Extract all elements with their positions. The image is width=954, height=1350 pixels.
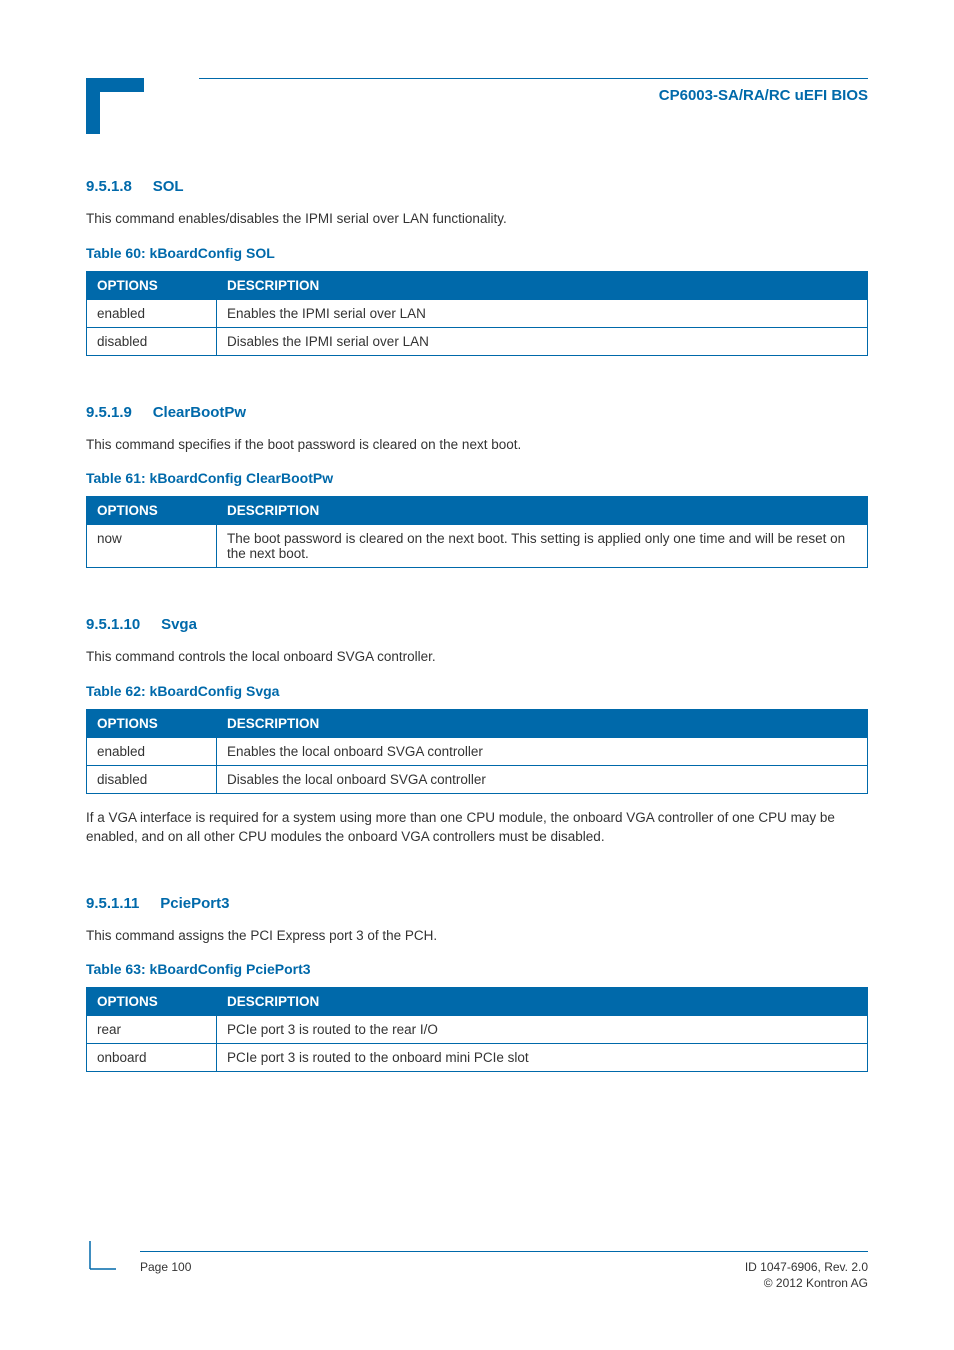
page-footer: Page 100 ID 1047-6906, Rev. 2.0 © 2012 K… — [88, 1241, 868, 1290]
section-sol: 9.5.1.8 SOL This command enables/disable… — [86, 178, 868, 356]
cell-description: Disables the local onboard SVGA controll… — [217, 765, 868, 793]
footer-copyright: © 2012 Kontron AG — [764, 1276, 868, 1290]
options-table: OPTIONS DESCRIPTION now The boot passwor… — [86, 496, 868, 568]
cell-option: now — [87, 525, 217, 568]
section-heading: 9.5.1.9 ClearBootPw — [86, 404, 868, 421]
col-description: DESCRIPTION — [217, 271, 868, 299]
table-header-row: OPTIONS DESCRIPTION — [87, 709, 868, 737]
col-options: OPTIONS — [87, 988, 217, 1016]
table-header-row: OPTIONS DESCRIPTION — [87, 271, 868, 299]
section-body: This command enables/disables the IPMI s… — [86, 209, 868, 229]
section-body: This command specifies if the boot passw… — [86, 435, 868, 455]
table-title: Table 60: kBoardConfig SOL — [86, 245, 868, 261]
section-number: 9.5.1.11 — [86, 895, 139, 912]
cell-option: disabled — [87, 765, 217, 793]
cell-option: onboard — [87, 1044, 217, 1072]
section-subnote: If a VGA interface is required for a sys… — [86, 808, 868, 847]
table-header-row: OPTIONS DESCRIPTION — [87, 497, 868, 525]
table-row: rear PCIe port 3 is routed to the rear I… — [87, 1016, 868, 1044]
footer-rule — [140, 1251, 868, 1252]
table-title: Table 63: kBoardConfig PciePort3 — [86, 961, 868, 977]
col-options: OPTIONS — [87, 497, 217, 525]
cell-option: disabled — [87, 327, 217, 355]
footer-docid: ID 1047-6906, Rev. 2.0 — [745, 1260, 868, 1274]
table-row: disabled Disables the IPMI serial over L… — [87, 327, 868, 355]
col-description: DESCRIPTION — [217, 988, 868, 1016]
section-body: This command assigns the PCI Express por… — [86, 926, 868, 946]
col-options: OPTIONS — [87, 271, 217, 299]
cell-option: enabled — [87, 299, 217, 327]
options-table: OPTIONS DESCRIPTION enabled Enables the … — [86, 271, 868, 356]
col-description: DESCRIPTION — [217, 497, 868, 525]
col-description: DESCRIPTION — [217, 709, 868, 737]
cell-option: enabled — [87, 737, 217, 765]
cell-description: PCIe port 3 is routed to the rear I/O — [217, 1016, 868, 1044]
footer-corner-mark — [88, 1241, 116, 1271]
section-svga: 9.5.1.10 Svga This command controls the … — [86, 616, 868, 847]
section-name: ClearBootPw — [153, 404, 246, 421]
chapter-title: CP6003-SA/RA/RC uEFI BIOS — [199, 87, 868, 104]
table-title: Table 62: kBoardConfig Svga — [86, 683, 868, 699]
options-table: OPTIONS DESCRIPTION enabled Enables the … — [86, 709, 868, 794]
section-clearbootpw: 9.5.1.9 ClearBootPw This command specifi… — [86, 404, 868, 569]
footer-page: Page 100 — [140, 1260, 191, 1274]
brand-logo — [86, 78, 144, 134]
section-number: 9.5.1.10 — [86, 616, 140, 633]
table-row: onboard PCIe port 3 is routed to the onb… — [87, 1044, 868, 1072]
table-row: disabled Disables the local onboard SVGA… — [87, 765, 868, 793]
header-rule — [199, 78, 868, 79]
section-body: This command controls the local onboard … — [86, 647, 868, 667]
section-name: Svga — [161, 616, 197, 633]
table-title: Table 61: kBoardConfig ClearBootPw — [86, 470, 868, 486]
section-number: 9.5.1.9 — [86, 404, 132, 421]
table-row: enabled Enables the IPMI serial over LAN — [87, 299, 868, 327]
options-table: OPTIONS DESCRIPTION rear PCIe port 3 is … — [86, 987, 868, 1072]
section-heading: 9.5.1.11 PciePort3 — [86, 895, 868, 912]
cell-description: PCIe port 3 is routed to the onboard min… — [217, 1044, 868, 1072]
page-header: CP6003-SA/RA/RC uEFI BIOS — [86, 78, 868, 134]
table-row: enabled Enables the local onboard SVGA c… — [87, 737, 868, 765]
cell-option: rear — [87, 1016, 217, 1044]
section-pcieport3: 9.5.1.11 PciePort3 This command assigns … — [86, 895, 868, 1073]
cell-description: Disables the IPMI serial over LAN — [217, 327, 868, 355]
cell-description: The boot password is cleared on the next… — [217, 525, 868, 568]
cell-description: Enables the local onboard SVGA controlle… — [217, 737, 868, 765]
section-number: 9.5.1.8 — [86, 178, 132, 195]
section-name: SOL — [153, 178, 184, 195]
section-heading: 9.5.1.8 SOL — [86, 178, 868, 195]
table-row: now The boot password is cleared on the … — [87, 525, 868, 568]
col-options: OPTIONS — [87, 709, 217, 737]
section-name: PciePort3 — [160, 895, 229, 912]
cell-description: Enables the IPMI serial over LAN — [217, 299, 868, 327]
table-header-row: OPTIONS DESCRIPTION — [87, 988, 868, 1016]
section-heading: 9.5.1.10 Svga — [86, 616, 868, 633]
